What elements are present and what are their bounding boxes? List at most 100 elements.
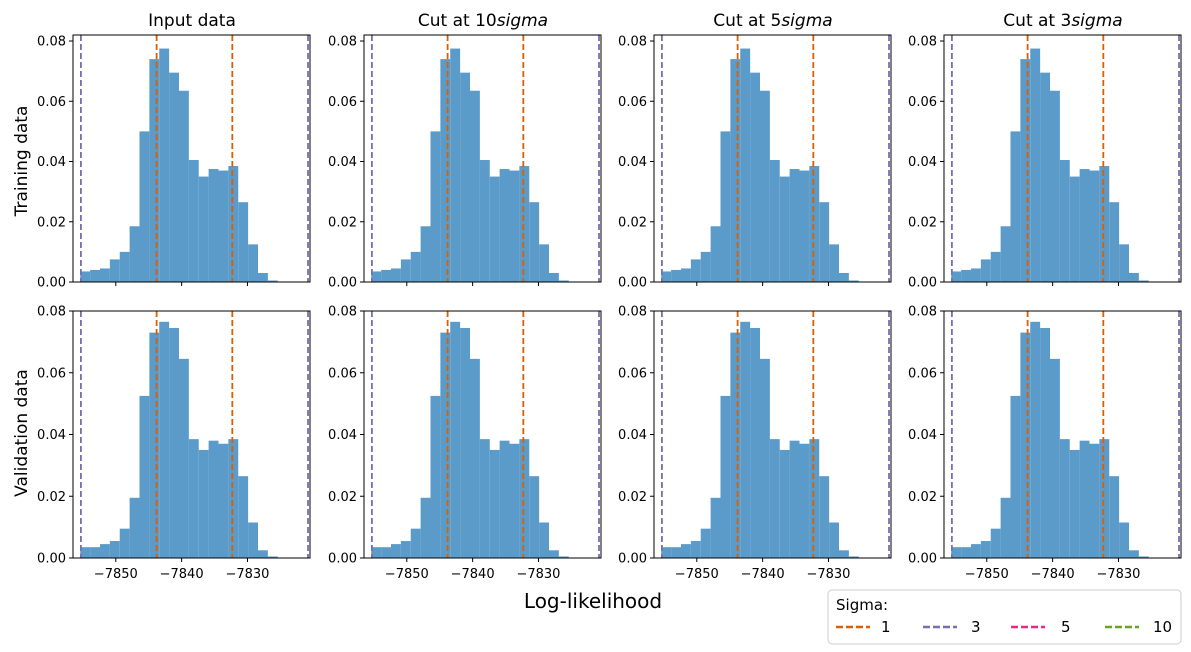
histogram-bar [740,48,751,282]
histogram-bar [420,497,431,558]
histogram-bar [248,522,258,558]
y-tick-label: 0.08 [618,305,647,320]
y-tick-label: 0.08 [618,35,647,50]
y-tick-label: 0.04 [908,155,937,170]
histogram-bar [1030,48,1041,282]
histogram-bar [1119,244,1129,282]
histogram-bar [539,244,549,282]
histogram-bar [410,251,421,282]
histogram-bar [238,202,249,282]
y-tick-label: 0.06 [328,95,357,110]
panel-training-input: 0.00 0.02 0.04 0.06 0.08 [37,34,311,291]
y-tick-label: 0.00 [908,552,937,567]
histogram-bar [980,541,991,558]
y-tick-label: 0.00 [37,276,66,291]
y-tick-label: 0.00 [618,276,647,291]
histogram-bar [149,332,160,558]
x-axis-label: Log-likelihood [524,589,662,613]
histogram-bar [700,251,711,282]
y-tick-label: 0.04 [908,428,937,443]
y-tick-label: 0.08 [908,305,937,320]
histogram-bar [1128,272,1139,282]
histogram-bar [80,271,91,282]
histogram-bar [469,358,480,558]
x-tick-label: −7840 [451,567,495,582]
histogram-bar [680,544,691,558]
x-tick-label: −7830 [225,567,269,582]
histogram-bar [759,358,770,558]
histogram-bar [159,48,170,282]
y-tick-label: 0.02 [37,490,66,505]
histogram-bar [710,497,721,558]
y-tick-label: 0.02 [908,215,937,230]
y-tick-label: 0.04 [328,155,357,170]
histogram-bar [1010,395,1021,558]
histogram-bar [789,169,800,282]
histogram-bar [1010,131,1021,282]
y-tick-label: 0.06 [618,95,647,110]
histogram-bar [769,439,780,558]
histogram-bar [420,226,431,282]
x-tick-label: −7840 [741,567,785,582]
histogram-bar [1040,72,1050,283]
histogram-bar [188,160,199,282]
histogram-bar [257,272,268,282]
histogram-bar [799,170,810,282]
x-tick-label: −7830 [1096,567,1140,582]
histogram-bar [558,556,569,558]
histogram-bar [789,440,800,558]
histogram-bar [558,280,569,282]
plot-frame [72,34,311,283]
y-tick-label: 0.04 [618,428,647,443]
x-tick-label: −7850 [675,567,719,582]
histogram-bar [1049,358,1060,558]
histogram-bar [661,547,672,558]
y-tick-label: 0.02 [618,490,647,505]
histogram-bar [1089,443,1100,558]
histogram-bar [779,449,790,558]
histogram-bar [661,271,672,282]
histogram-bar [440,59,451,282]
histogram-bar [680,268,691,282]
histogram-bar [430,395,441,558]
histogram-bar [119,528,130,558]
histogram-bar [90,269,100,282]
histogram-bar [479,160,490,282]
histogram-bar [529,202,540,282]
histogram-bar [109,541,120,558]
histogram-bar [460,327,470,558]
histogram-bar [829,244,839,282]
histogram-bar [410,528,421,558]
histogram-bar [1099,439,1110,558]
histogram-bar [460,72,470,283]
histogram-bar [109,259,120,282]
histogram-bar [750,327,760,558]
histogram-bar [159,321,170,558]
histogram-bar [1089,170,1100,282]
histogram-bar [970,268,981,282]
histogram-bar [381,269,391,282]
histogram-bar [119,251,130,282]
y-tick-label: 0.08 [908,35,937,50]
histogram-bar [1020,332,1031,558]
histogram-bar [519,439,530,558]
y-tick-label: 0.04 [37,155,66,170]
legend-label-sigma-1: 1 [881,618,891,636]
y-tick-label: 0.06 [908,366,937,381]
histogram-bar [740,321,751,558]
histogram-bar [479,439,490,558]
histogram-bar [990,528,1001,558]
histogram-bar [970,544,981,558]
histogram-bar [548,272,559,282]
legend: Sigma: 1 3 5 10 [827,589,1182,645]
histogram-bar [1000,497,1011,558]
histogram-bar [1079,169,1090,282]
histogram-bar [371,547,382,558]
column-title-cut-5-sigma: Cut at 5sigma [713,11,832,31]
histogram-bar [509,170,520,282]
panel-validation-cut-3-sigma: 0.00 0.02 0.04 0.06 0.08 −7850 −7840 −7830 [908,305,1182,582]
histogram-bar [188,439,199,558]
histogram-bar [489,176,500,282]
histogram-bar [238,476,249,558]
histogram-bar [671,547,681,558]
